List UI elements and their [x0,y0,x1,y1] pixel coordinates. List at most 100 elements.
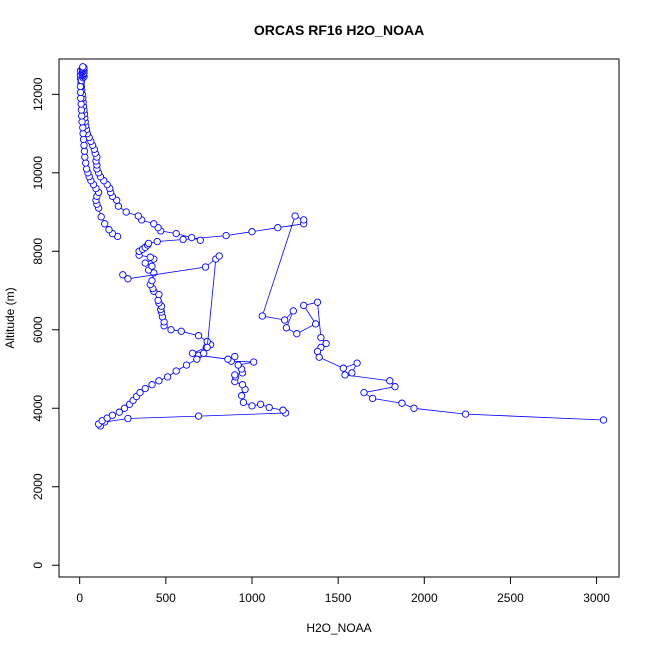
data-point [81,153,89,161]
data-point [339,364,347,372]
data-point [398,399,406,407]
data-point [279,406,287,414]
y-tick-label: 6000 [31,316,45,343]
y-tick-label: 12000 [31,77,45,111]
data-point [78,112,86,120]
y-tick-label: 10000 [31,156,45,190]
data-point [231,352,239,361]
data-point [231,371,239,379]
data-point [599,416,608,424]
data-point [282,324,291,332]
data-point [141,259,149,267]
data-point [136,388,144,397]
data-point [146,253,154,261]
data-point [360,388,368,397]
data-point [80,147,89,155]
data-point [144,239,153,248]
data-point [289,307,297,315]
data-point [122,208,130,216]
data-point [182,361,191,369]
x-tick-label: 1000 [239,591,266,605]
plot-frame [58,58,620,578]
data-point [172,229,180,238]
data-point [353,359,361,367]
data-point [410,404,418,412]
data-point [79,63,87,71]
data-point [348,369,356,377]
data-point [79,124,87,132]
data-point [153,237,161,246]
data-point [193,355,201,363]
data-point [115,408,123,416]
series-layer [76,63,608,430]
data-point [291,212,299,220]
data-point [108,411,117,419]
data-point [248,402,256,410]
data-point [80,141,88,149]
data-point [200,349,208,357]
data-point [77,100,85,108]
data-point [77,106,86,114]
data-point [148,277,156,285]
data-point [250,358,258,366]
data-point [188,349,197,357]
data-point [281,316,289,324]
data-point [265,403,273,412]
series-3 [76,67,204,244]
data-point [79,129,87,138]
data-point [194,412,203,420]
data-point [134,212,142,220]
data-point [148,262,156,270]
data-point [78,118,86,126]
data-point [124,414,132,423]
x-tick-label: 0 [76,591,83,605]
data-point [256,400,265,408]
data-point [315,353,323,361]
y-tick-label: 0 [31,562,45,569]
data-point [341,371,349,379]
y-axis: 0 2000 4000 6000 8000 10000 12000 [31,77,60,569]
data-point [300,216,308,224]
data-point [82,165,91,173]
data-point [293,330,301,338]
x-axis-label: H2O_NOAA [306,621,371,635]
series-4 [76,63,122,241]
data-point [237,392,246,400]
series-1 [96,212,608,430]
data-point [215,252,223,260]
y-tick-label: 2000 [31,473,45,500]
data-point [150,220,158,228]
data-point [322,339,330,348]
data-point [188,233,196,242]
data-point [101,220,109,228]
data-point [97,213,105,221]
data-point [258,312,266,320]
data-point [461,410,470,418]
y-tick-label: 4000 [31,395,45,422]
series-line [100,215,604,427]
data-point [177,327,185,335]
data-point [224,355,232,363]
data-point [76,88,85,97]
data-point [368,394,377,403]
data-point [234,361,242,369]
x-tick-label: 1500 [325,591,352,605]
data-point [313,298,322,306]
data-point [114,202,123,210]
series-line [98,255,220,425]
x-tick-label: 2000 [411,591,438,605]
data-point [196,236,204,244]
data-point [119,271,127,279]
data-point [179,235,187,244]
x-axis: 0 500 1000 1500 2000 2500 3000 [76,576,610,605]
data-point [120,404,129,412]
data-point [317,333,325,342]
data-point [203,343,211,352]
data-point [391,383,399,391]
data-point [172,367,180,375]
data-point [105,226,113,234]
data-point [163,373,172,381]
data-point [238,381,247,389]
data-point [386,377,394,385]
